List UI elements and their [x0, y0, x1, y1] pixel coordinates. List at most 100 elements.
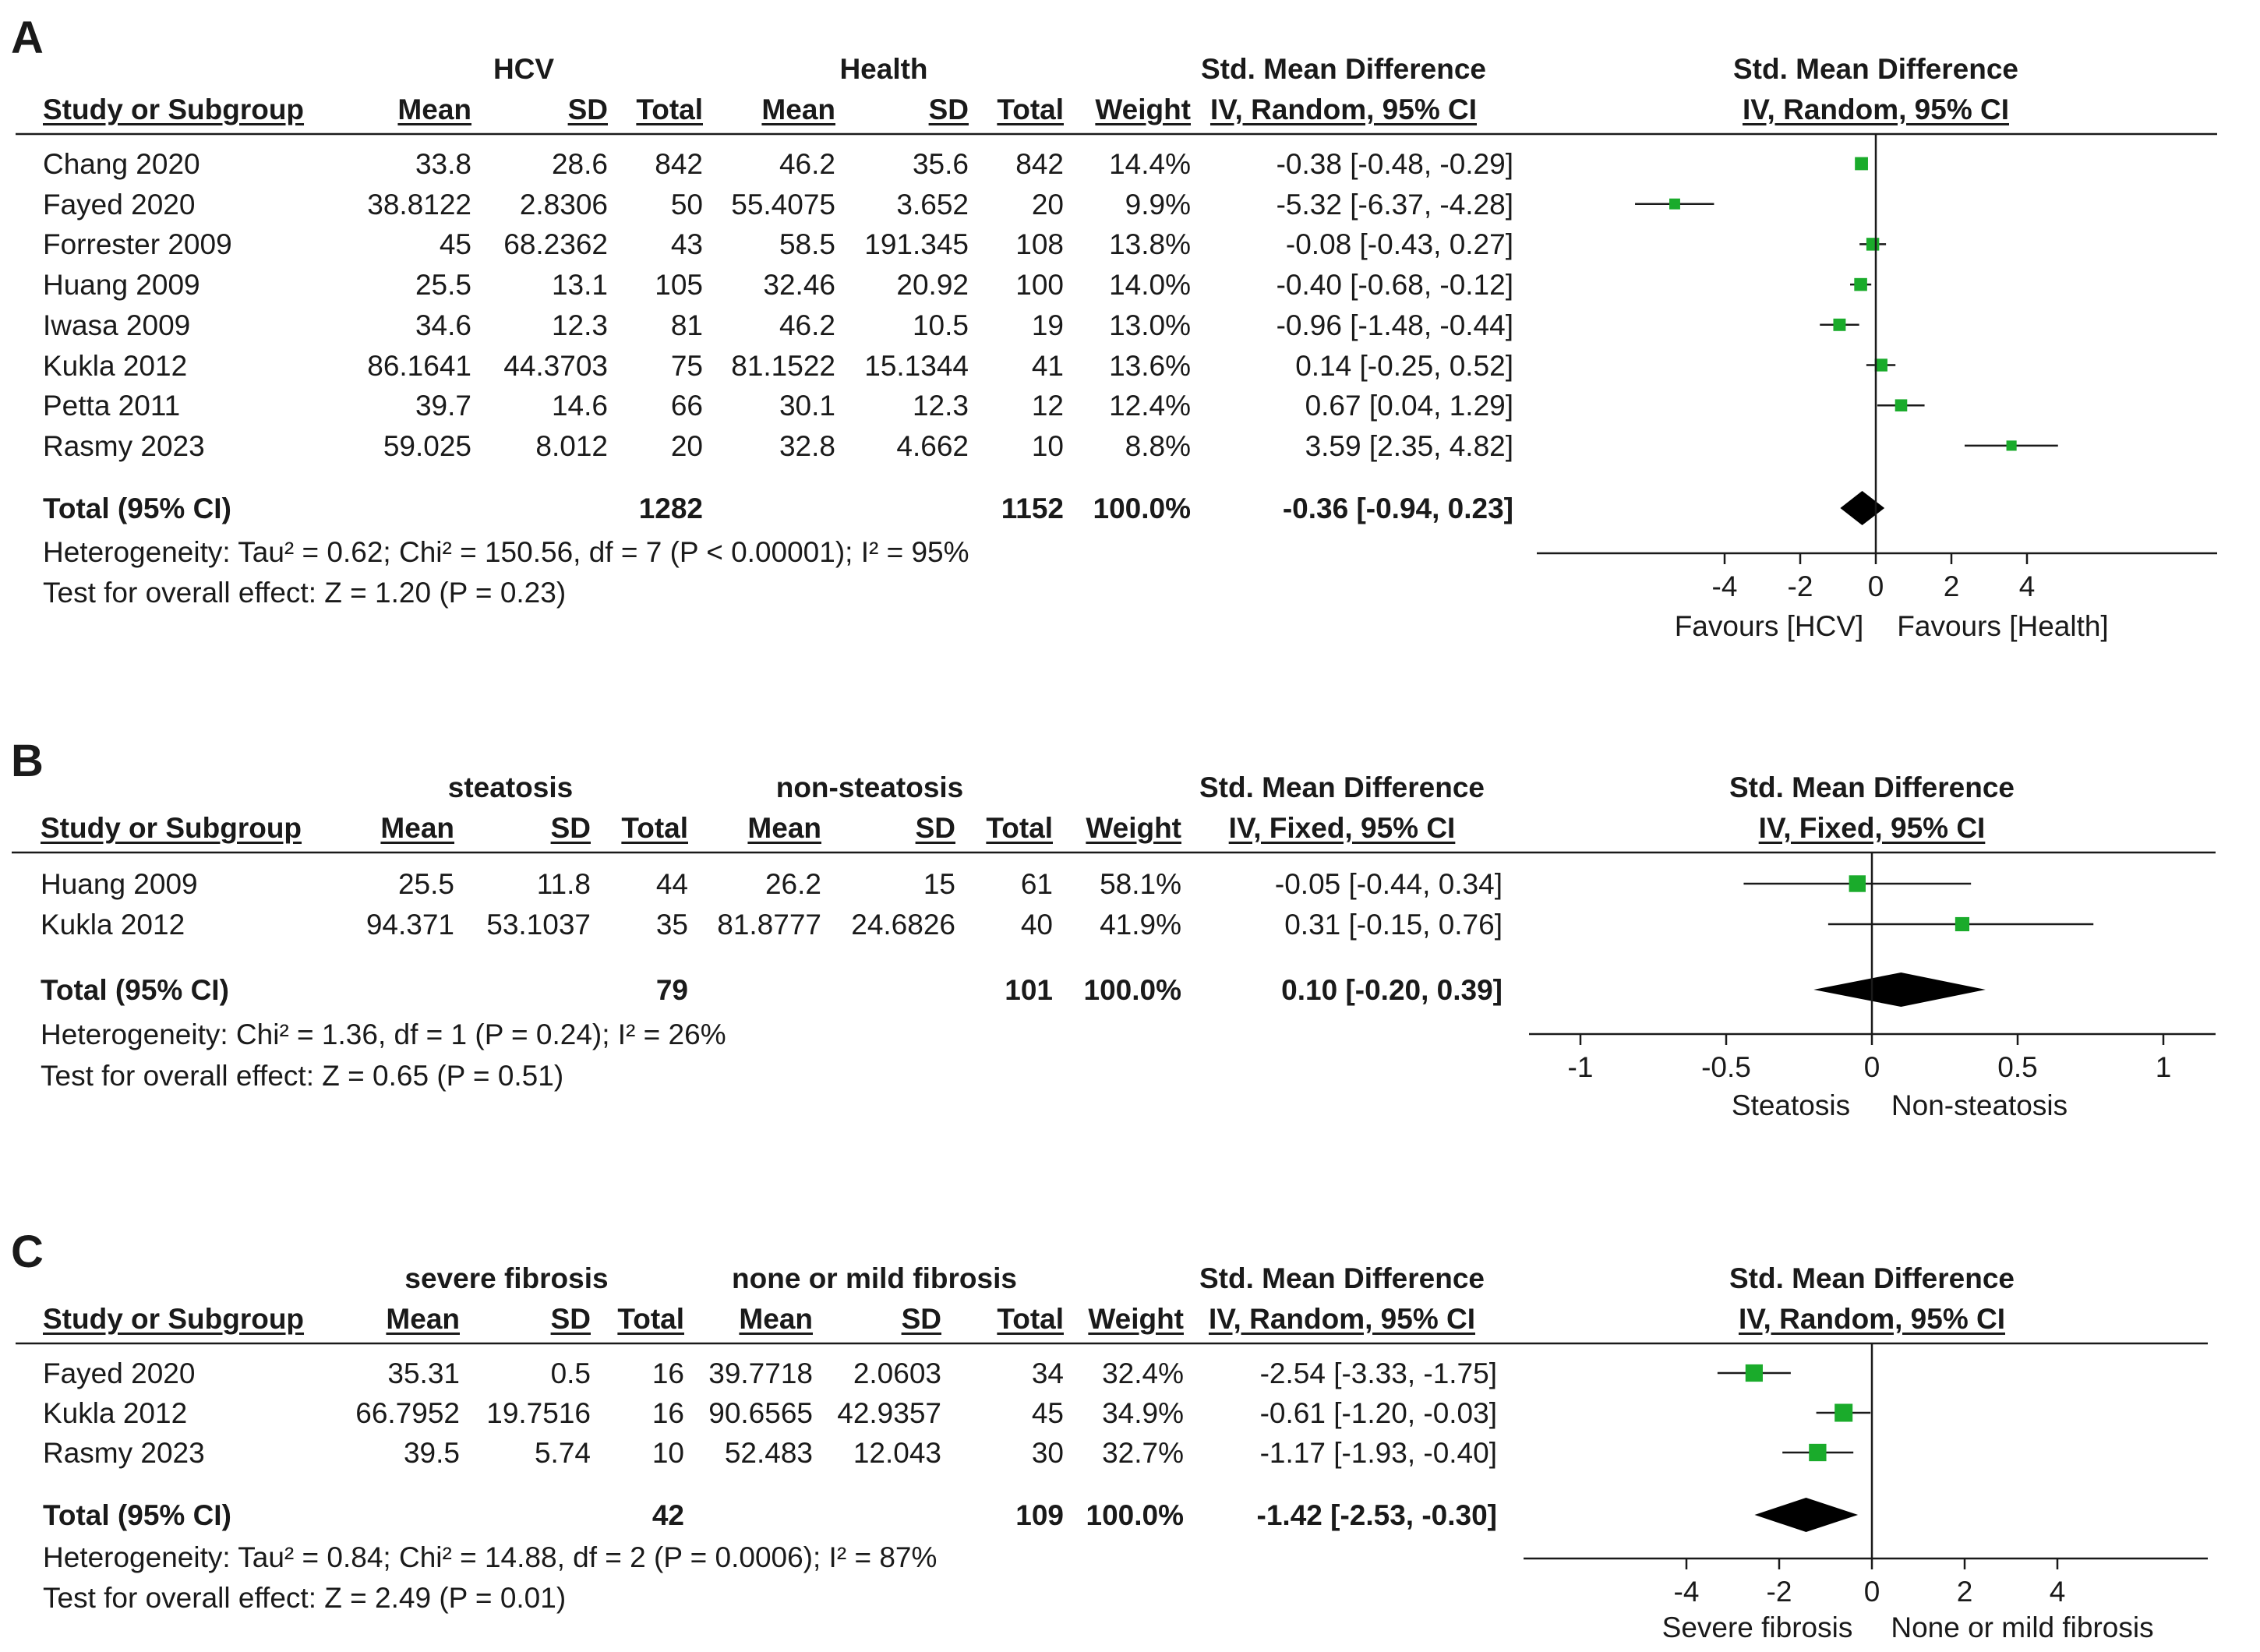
weight-value: 41.9%: [1100, 909, 1181, 941]
group1-header: severe fibrosis: [404, 1262, 609, 1294]
sd1-value: 53.1037: [486, 909, 591, 941]
mean1-value: 39.5: [403, 1437, 460, 1469]
weight-value: 9.9%: [1125, 188, 1191, 221]
x-tick-label: 4: [2049, 1576, 2066, 1608]
effect-ci-header: IV, Random, 95% CI: [1209, 94, 1477, 125]
mean2-value: 90.6565: [708, 1397, 813, 1429]
mean2-value: 81.1522: [731, 349, 835, 382]
weight-value: 32.4%: [1102, 1357, 1184, 1389]
favours-right-label: Non-steatosis: [1891, 1089, 2068, 1121]
total2-column-header: Total: [997, 94, 1064, 125]
effect-ci-value: -0.08 [-0.43, 0.27]: [1285, 228, 1513, 261]
mean1-value: 35.31: [387, 1357, 460, 1389]
total2-value: 34: [1031, 1357, 1064, 1389]
total2-column-header: Total: [986, 812, 1053, 844]
sd1-value: 8.012: [535, 429, 608, 462]
sd2-value: 10.5: [912, 309, 969, 341]
pooled-diamond: [1840, 491, 1885, 525]
weight-value: 58.1%: [1100, 868, 1181, 900]
total1-value: 10: [652, 1437, 684, 1469]
favours-right-label: None or mild fibrosis: [1891, 1611, 2154, 1643]
effect-marker: [1849, 875, 1866, 892]
sd2-value: 24.6826: [851, 909, 955, 941]
total2-column-header: Total: [997, 1303, 1064, 1335]
sd2-value: 35.6: [912, 148, 969, 180]
favours-left-label: Favours [HCV]: [1674, 610, 1864, 642]
effect-ci-value: -1.17 [-1.93, -0.40]: [1259, 1437, 1497, 1469]
sd1-value: 28.6: [551, 148, 608, 180]
effect-ci-value: -5.32 [-6.37, -4.28]: [1276, 188, 1513, 221]
total-weight: 100.0%: [1083, 974, 1182, 1006]
effect-ci-header: IV, Random, 95% CI: [1208, 1303, 1475, 1335]
sd1-value: 19.7516: [486, 1397, 591, 1429]
sd1-column-header: SD: [550, 1303, 591, 1335]
effect-header: Std. Mean Difference: [1199, 1262, 1485, 1294]
mean1-value: 45: [439, 228, 471, 261]
total1-value: 35: [655, 909, 688, 941]
effect-ci-value: 0.31 [-0.15, 0.76]: [1284, 909, 1503, 941]
x-tick-label: 0: [1863, 1576, 1880, 1608]
total-ci-value: -0.36 [-0.94, 0.23]: [1282, 492, 1513, 524]
panel-letter-b: B: [11, 736, 44, 786]
effect-ci-value: 3.59 [2.35, 4.82]: [1305, 429, 1513, 462]
weight-value: 32.7%: [1102, 1437, 1184, 1469]
sd2-column-header: SD: [901, 1303, 941, 1335]
overall-effect-text: Test for overall effect: Z = 2.49 (P = 0…: [43, 1582, 567, 1614]
total1-value: 81: [670, 309, 703, 341]
mean2-value: 55.4075: [731, 188, 835, 221]
total1-value: 44: [655, 868, 688, 900]
mean2-value: 46.2: [779, 309, 835, 341]
weight-value: 12.4%: [1109, 390, 1191, 422]
mean2-value: 52.483: [724, 1437, 813, 1469]
mean2-value: 30.1: [779, 390, 835, 422]
total1-value: 105: [655, 269, 703, 302]
mean2-column-header: Mean: [739, 1303, 813, 1335]
effect-marker: [1669, 198, 1680, 210]
total1-value: 50: [670, 188, 703, 221]
effect-marker: [1854, 277, 1867, 291]
mean1-value: 39.7: [415, 390, 471, 422]
x-tick-label: 0.5: [1997, 1051, 2038, 1083]
mean2-value: 32.46: [763, 269, 835, 302]
x-tick-label: -1: [1567, 1051, 1594, 1083]
x-tick-label: -4: [1673, 1576, 1700, 1608]
pooled-diamond: [1754, 1498, 1859, 1532]
x-tick-label: 4: [2018, 570, 2036, 602]
mean1-value: 34.6: [415, 309, 471, 341]
mean2-value: 46.2: [779, 148, 835, 180]
total1-column-header: Total: [617, 1303, 684, 1335]
mean1-value: 86.1641: [367, 349, 471, 382]
total1-value: 20: [670, 429, 703, 462]
plot-header: Std. Mean Difference: [1729, 1262, 2015, 1294]
mean1-value: 59.025: [383, 429, 471, 462]
effect-ci-value: -0.61 [-1.20, -0.03]: [1259, 1397, 1497, 1429]
x-tick-label: -2: [1787, 570, 1813, 602]
total1-value: 43: [670, 228, 703, 261]
sd1-value: 5.74: [534, 1437, 591, 1469]
panel-letter-c: C: [11, 1227, 44, 1277]
plot-header: Std. Mean Difference: [1733, 53, 2018, 85]
panel-letter-a: A: [11, 12, 44, 63]
mean2-column-header: Mean: [747, 812, 821, 844]
group1-header: HCV: [493, 53, 555, 85]
mean1-value: 38.8122: [367, 188, 471, 221]
sd2-value: 191.345: [864, 228, 969, 261]
effect-marker: [1874, 358, 1887, 372]
total2-value: 61: [1020, 868, 1053, 900]
effect-ci-value: 0.14 [-0.25, 0.52]: [1295, 349, 1513, 382]
effect-marker: [1866, 238, 1880, 251]
total1-value: 842: [655, 148, 703, 180]
total-label: Total (95% CI): [43, 1499, 231, 1531]
total1-column-header: Total: [636, 94, 703, 125]
sd1-column-header: SD: [567, 94, 608, 125]
sd1-value: 11.8: [536, 868, 591, 900]
effect-marker: [1834, 1403, 1853, 1422]
weight-column-header: Weight: [1088, 1303, 1184, 1335]
weight-value: 13.0%: [1109, 309, 1191, 341]
total1-value: 16: [652, 1357, 684, 1389]
overall-effect-text: Test for overall effect: Z = 1.20 (P = 0…: [43, 577, 567, 609]
total2-value: 842: [1015, 148, 1064, 180]
effect-ci-value: -0.96 [-1.48, -0.44]: [1276, 309, 1513, 341]
group2-header: non-steatosis: [775, 771, 964, 803]
